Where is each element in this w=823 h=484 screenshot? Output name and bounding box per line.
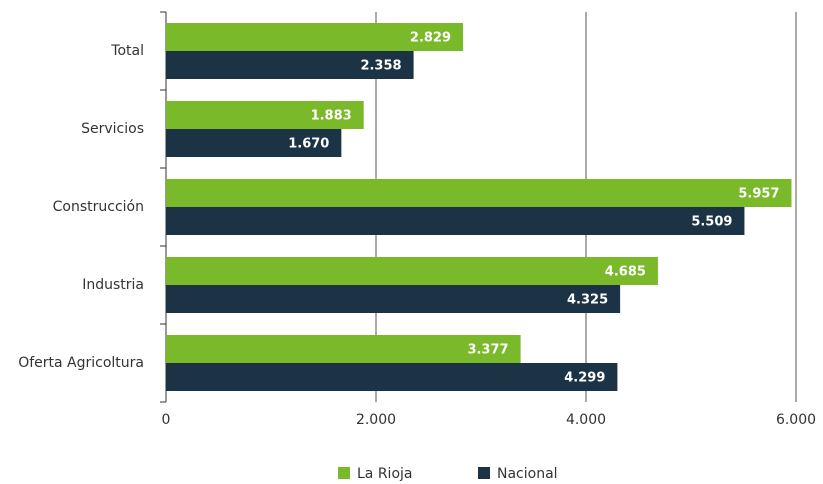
bar	[166, 23, 464, 51]
x-tick-label: 4.000	[566, 412, 606, 428]
value-label: 5.509	[691, 215, 732, 230]
bar	[166, 363, 618, 391]
x-tick-label: 0	[162, 412, 171, 428]
value-label: 5.957	[738, 187, 779, 202]
bar	[166, 101, 364, 129]
value-label: 1.670	[288, 137, 329, 152]
value-label: 1.883	[311, 109, 352, 124]
value-label: 2.358	[360, 59, 401, 74]
bar	[166, 257, 658, 285]
y-tick-label: Total	[110, 43, 144, 59]
value-label: 3.377	[467, 343, 508, 358]
y-tick-label: Construcción	[53, 199, 144, 215]
legend-label: Nacional	[497, 466, 558, 482]
y-tick-label: Oferta Agricoltura	[18, 355, 144, 371]
legend-swatch	[478, 467, 490, 479]
bar	[166, 51, 414, 79]
value-label: 4.685	[605, 265, 646, 280]
bar	[166, 129, 342, 157]
x-tick-label: 2.000	[356, 412, 396, 428]
bar	[166, 179, 792, 207]
bar	[166, 335, 521, 363]
value-label: 4.299	[564, 371, 605, 386]
legend-swatch	[338, 467, 350, 479]
bar	[166, 207, 745, 235]
value-label: 4.325	[567, 293, 608, 308]
x-tick-label: 6.000	[776, 412, 816, 428]
bar	[166, 285, 621, 313]
legend-label: La Rioja	[357, 466, 412, 482]
y-tick-label: Servicios	[81, 121, 144, 137]
y-tick-label: Industria	[82, 277, 144, 293]
value-label: 2.829	[410, 31, 451, 46]
